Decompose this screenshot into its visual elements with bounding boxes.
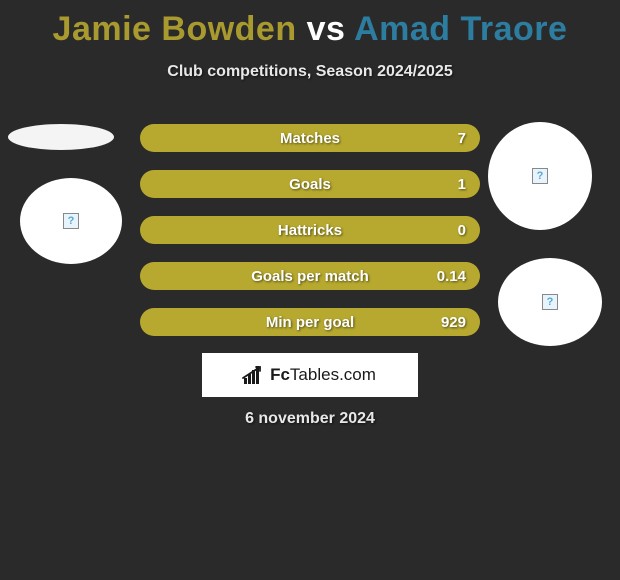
date-label: 6 november 2024 (0, 410, 620, 428)
stat-label: Matches (280, 130, 340, 147)
image-placeholder-icon (542, 294, 558, 310)
subtitle: Club competitions, Season 2024/2025 (0, 63, 620, 81)
stat-label: Hattricks (278, 222, 342, 239)
stat-label: Goals (289, 176, 331, 193)
stat-value: 1 (458, 176, 466, 193)
stat-label: Min per goal (266, 314, 354, 331)
logo-text: FcTables.com (270, 365, 376, 385)
logo-bars-icon (244, 366, 264, 384)
stat-value: 7 (458, 130, 466, 147)
stats-container: Matches 7 Goals 1 Hattricks 0 Goals per … (140, 124, 480, 354)
image-placeholder-icon (532, 168, 548, 184)
vs-separator: vs (307, 10, 346, 48)
player1-name: Jamie Bowden (53, 10, 297, 48)
player2-name: Amad Traore (354, 10, 567, 48)
secondary-avatar-circle (498, 258, 602, 346)
logo-arrow-icon (242, 366, 264, 380)
logo-suffix: .com (339, 365, 376, 384)
stat-row-hattricks: Hattricks 0 (140, 216, 480, 244)
decorative-ellipse (8, 124, 114, 150)
stat-label: Goals per match (251, 268, 369, 285)
logo-prefix: Fc (270, 365, 290, 384)
stat-value: 0.14 (437, 268, 466, 285)
stat-value: 929 (441, 314, 466, 331)
stat-row-goals: Goals 1 (140, 170, 480, 198)
stat-row-matches: Matches 7 (140, 124, 480, 152)
player1-avatar-circle (20, 178, 122, 264)
image-placeholder-icon (63, 213, 79, 229)
page-title: Jamie Bowden vs Amad Traore (0, 0, 620, 49)
stat-row-min-per-goal: Min per goal 929 (140, 308, 480, 336)
stat-row-goals-per-match: Goals per match 0.14 (140, 262, 480, 290)
player2-avatar-circle (488, 122, 592, 230)
stat-value: 0 (458, 222, 466, 239)
fctables-logo: FcTables.com (202, 353, 418, 397)
logo-main: Tables (290, 365, 339, 384)
